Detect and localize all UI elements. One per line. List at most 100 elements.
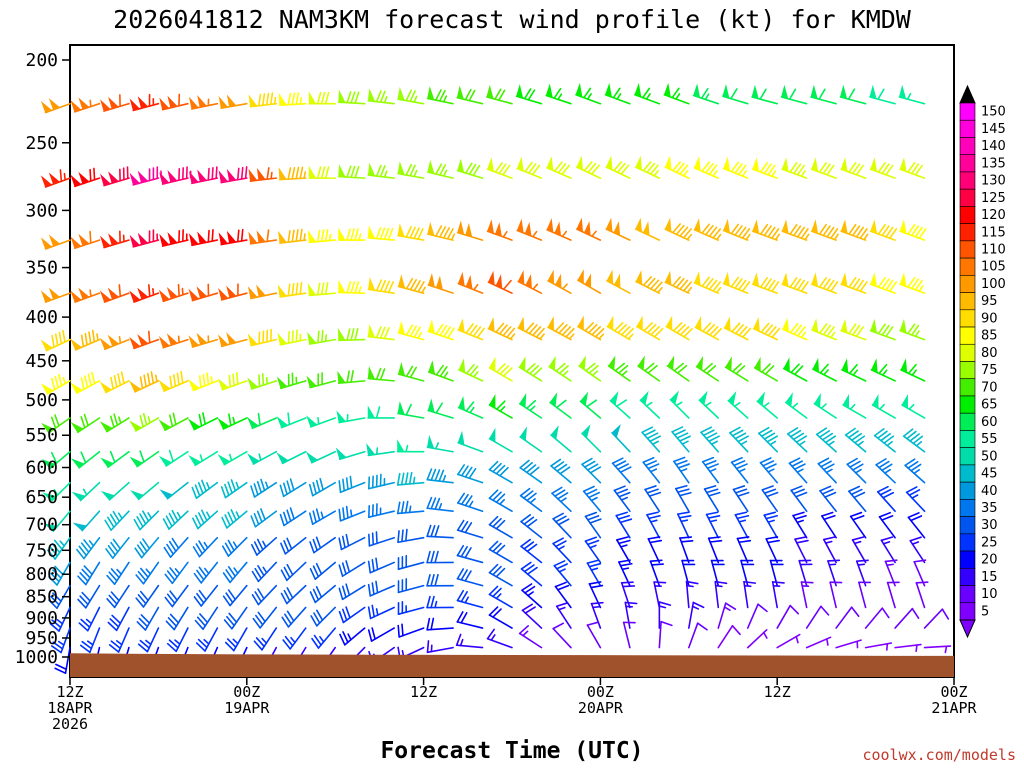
barb-full	[257, 412, 261, 426]
barb-half	[704, 401, 712, 407]
time-tick-label: 12Z	[56, 683, 83, 701]
barb-full	[136, 516, 144, 528]
colorbar-swatch	[959, 567, 976, 586]
barb-full	[266, 229, 270, 243]
barb-full	[523, 88, 532, 100]
wind-barb	[581, 424, 602, 453]
barb-full	[315, 508, 321, 522]
wind-barb	[658, 620, 673, 649]
wind-barb	[188, 372, 219, 392]
wind-barb	[222, 584, 248, 607]
barb-half	[911, 494, 919, 499]
barb-full	[166, 642, 177, 653]
barb-full	[649, 164, 659, 175]
barb-half	[82, 488, 88, 496]
wind-barb	[730, 456, 749, 484]
barb-full	[519, 487, 531, 497]
barb-full	[106, 574, 116, 585]
barb-full	[371, 532, 375, 546]
barb-full	[162, 518, 170, 530]
barb-full	[618, 559, 631, 563]
barb-full	[848, 223, 857, 235]
barb-full	[552, 622, 565, 630]
barb-full	[286, 509, 292, 522]
wind-barb	[397, 578, 425, 594]
barb-half	[918, 285, 924, 293]
wind-barb	[693, 218, 722, 241]
wind-barb	[41, 450, 71, 470]
barb-full	[488, 540, 499, 551]
colorbar-tick-label: 85	[981, 329, 998, 344]
barb-pennant	[725, 356, 732, 372]
colorbar-tick-label: 120	[981, 208, 1006, 223]
barb-full	[295, 282, 299, 296]
barb-half	[383, 170, 388, 178]
wind-barb	[337, 279, 366, 294]
barb-full	[730, 276, 740, 288]
barb-full	[914, 164, 923, 176]
barb-half	[299, 97, 303, 105]
wind-barb	[855, 559, 869, 587]
barb-pennant	[545, 83, 553, 99]
barb-half	[586, 93, 592, 100]
barb-half	[908, 403, 915, 410]
barb-half	[56, 619, 64, 625]
barb-full	[457, 492, 466, 504]
barb-pennant	[70, 174, 82, 187]
barb-full	[345, 606, 351, 619]
barb-full	[341, 608, 348, 621]
barb-full	[165, 515, 173, 528]
barb-pennant	[465, 222, 473, 238]
barb-full	[589, 466, 602, 474]
barb-full	[167, 617, 178, 627]
barb-full	[426, 468, 433, 481]
barb-full	[488, 515, 499, 526]
barb-half	[442, 169, 448, 177]
barb-full	[741, 281, 751, 292]
colorbar-tick-label: 40	[981, 484, 998, 499]
wind-barb	[280, 536, 307, 555]
barb-full	[80, 416, 86, 429]
barb-full	[885, 326, 894, 338]
wind-barb	[40, 169, 71, 188]
barb-full	[469, 365, 479, 376]
barb-half	[913, 469, 921, 475]
barb-full	[193, 596, 203, 607]
barb-pennant	[427, 273, 435, 288]
barb-full	[315, 479, 321, 493]
barb-pennant	[107, 287, 120, 300]
barb-full	[884, 559, 898, 563]
colorbar-tick-label: 115	[981, 225, 1006, 240]
barb-full	[117, 373, 122, 386]
barb-half	[733, 401, 741, 408]
wind-barb	[188, 95, 219, 110]
barb-full	[283, 589, 291, 602]
barb-half	[527, 591, 534, 597]
barb-half	[741, 170, 747, 177]
wind-barb	[487, 317, 516, 341]
wind-barbs	[40, 82, 952, 675]
wind-barb	[368, 531, 395, 547]
wind-barb	[307, 281, 337, 297]
wind-barb	[218, 332, 248, 348]
barb-full	[257, 588, 265, 600]
barb-pennant	[100, 490, 116, 501]
barb-full	[850, 488, 863, 496]
barb-staff	[622, 621, 631, 649]
barb-full	[405, 528, 408, 542]
barb-full	[492, 462, 502, 473]
barb-pennant	[278, 92, 287, 106]
barb-half	[906, 92, 912, 100]
barb-pennant	[70, 100, 82, 113]
wind-barb	[107, 606, 130, 632]
barb-pennant	[723, 271, 731, 287]
barb-full	[554, 581, 567, 588]
wind-barb	[761, 485, 779, 513]
barb-pennant	[811, 272, 819, 288]
barb-full	[817, 457, 830, 465]
barb-full	[586, 463, 599, 471]
barb-pennant	[99, 290, 112, 303]
barb-full	[712, 281, 722, 292]
barb-full	[282, 482, 288, 496]
barb-pennant	[308, 91, 317, 105]
